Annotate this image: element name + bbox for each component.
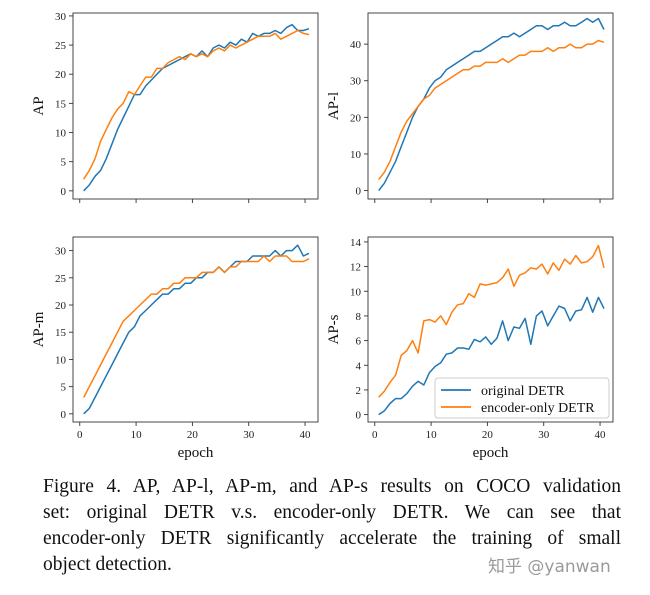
chart-panel-ap: 0 5 10 15 20 25 30 AP xyxy=(31,11,319,203)
y-tick-label: 5 xyxy=(61,382,67,394)
y-tick-label: 20 xyxy=(350,112,362,124)
series-line-original xyxy=(378,17,605,192)
y-tick-label: 6 xyxy=(356,336,362,348)
x-tick-label: 40 xyxy=(595,429,607,441)
watermark: 知乎 @yanwan xyxy=(488,557,611,577)
series-line-encoder-only xyxy=(378,39,605,181)
y-tick-label: 15 xyxy=(55,98,67,110)
y-tick-label: 5 xyxy=(61,157,67,169)
y-axis-label: AP-m xyxy=(31,311,47,347)
series-line-original xyxy=(83,244,310,415)
y-tick-label: 12 xyxy=(350,262,361,274)
y-tick-label: 30 xyxy=(350,76,362,88)
x-tick-label: 30 xyxy=(538,429,550,441)
chart-panel-ap-m: 0 5 10 15 20 25 30 0 10 20 30 40 AP-m epoch xyxy=(31,236,319,461)
series-line-encoder-only xyxy=(83,255,310,398)
y-tick-label: 10 xyxy=(55,354,67,366)
x-tick-label: 30 xyxy=(243,429,255,441)
plot-frame xyxy=(72,12,319,200)
figure: 051015202530AP010203040AP-l0510152025300… xyxy=(31,11,614,461)
y-axis-label: AP-s xyxy=(326,314,342,344)
y-tick-label: 0 xyxy=(61,186,67,198)
x-axis-label: epoch xyxy=(178,445,214,461)
y-tick-label: 10 xyxy=(350,286,362,298)
y-tick-label: 20 xyxy=(55,300,67,312)
x-tick-label: 0 xyxy=(372,429,378,441)
legend: original DETR encoder-only DETR xyxy=(434,377,610,419)
y-tick-label: 2 xyxy=(356,385,362,397)
plot-frame xyxy=(367,12,614,200)
figure-caption: Figure 4. AP, AP-l, AP-m, and AP-s resul… xyxy=(43,474,621,578)
caption-line: set: original DETR v.s. encoder-only DET… xyxy=(43,502,621,523)
y-tick-label: 40 xyxy=(350,39,362,51)
y-tick-label: 10 xyxy=(350,149,362,161)
y-tick-label: 0 xyxy=(356,410,362,422)
x-tick-label: 20 xyxy=(482,429,494,441)
y-tick-label: 8 xyxy=(356,311,362,323)
y-tick-label: 4 xyxy=(356,360,362,372)
y-tick-label: 25 xyxy=(55,273,67,285)
chart-panel-ap-l: 0 10 20 30 40 AP-l xyxy=(326,12,614,203)
series-line-original xyxy=(378,296,605,416)
y-axis-label: AP-l xyxy=(326,92,342,120)
y-axis-label: AP xyxy=(31,96,47,115)
y-tick-label: 10 xyxy=(55,128,67,140)
y-tick-label: 20 xyxy=(55,69,67,81)
x-tick-label: 0 xyxy=(77,429,83,441)
caption-line: object detection. xyxy=(43,554,172,575)
x-tick-label: 20 xyxy=(187,429,199,441)
x-tick-label: 10 xyxy=(131,429,143,441)
x-tick-label: 40 xyxy=(300,429,312,441)
y-tick-label: 25 xyxy=(55,40,67,52)
series-line-original xyxy=(83,23,310,192)
y-tick-label: 15 xyxy=(55,327,67,339)
y-tick-label: 0 xyxy=(61,409,67,421)
x-tick-label: 10 xyxy=(426,429,438,441)
legend-label: encoder-only DETR xyxy=(481,401,595,416)
legend-box xyxy=(434,377,610,419)
y-tick-label: 30 xyxy=(55,11,67,23)
series-line-encoder-only xyxy=(83,29,310,180)
caption-line: encoder-only DETR significantly accelera… xyxy=(43,528,621,549)
x-axis-label: epoch xyxy=(473,445,509,461)
chart-panel-ap-s: 0 2 4 6 8 10 12 14 0 10 20 30 40 AP-s epoch original DE… xyxy=(326,236,614,461)
y-tick-label: 14 xyxy=(350,237,362,249)
y-tick-label: 30 xyxy=(55,246,67,258)
plot-frame xyxy=(72,236,319,423)
plot-frame xyxy=(367,236,614,423)
legend-label: original DETR xyxy=(481,384,565,399)
series-line-encoder-only xyxy=(378,244,605,398)
y-tick-label: 0 xyxy=(356,186,362,198)
caption-line: Figure 4. AP, AP-l, AP-m, and AP-s resul… xyxy=(43,476,621,497)
